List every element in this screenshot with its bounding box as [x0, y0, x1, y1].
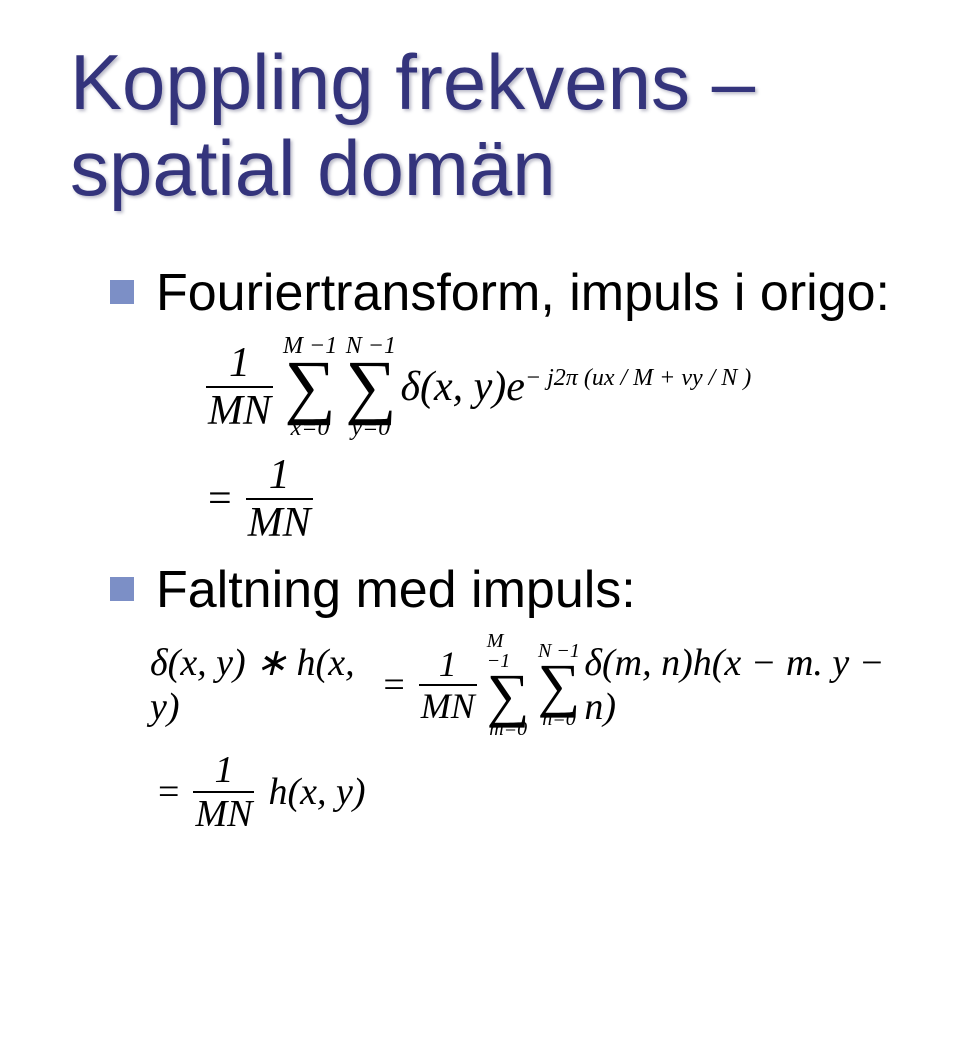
sum-lower: m=0 — [489, 719, 527, 739]
sigma-icon: ∑ — [538, 661, 581, 709]
sigma-icon: ∑ — [284, 358, 335, 416]
bullet-square-icon — [110, 280, 134, 304]
lhs-convolution: δ(x, y) ∗ h(x, y) — [150, 640, 375, 729]
sum-over-y: N −1 ∑ y=0 — [345, 334, 396, 440]
equation-1-row-2: = 1 MN — [200, 454, 900, 544]
equals-sign: = — [150, 770, 187, 814]
title-line-1: Koppling frekvens – — [70, 38, 755, 126]
fraction-result: 1 MN — [246, 454, 313, 544]
page-title: Koppling frekvens – spatial domän — [70, 40, 900, 212]
frac-num: 1 — [437, 646, 459, 682]
slide-root: Koppling frekvens – spatial domän Fourie… — [0, 0, 960, 1047]
equation-1: 1 MN M −1 ∑ x=0 N −1 ∑ y=0 δ(x, y)e− j2π… — [200, 334, 900, 544]
frac-den: MN — [419, 688, 477, 724]
fraction-1-over-mn: 1 MN — [419, 646, 477, 724]
fraction-result: 1 MN — [193, 751, 254, 833]
title-line-2: spatial domän — [70, 124, 556, 212]
exponent: − j2π (ux / M + vy / N ) — [525, 365, 751, 391]
bullet-square-icon — [110, 577, 134, 601]
fraction-1-over-mn: 1 MN — [206, 342, 273, 432]
sigma-icon: ∑ — [487, 671, 530, 719]
sum-over-m: M −1 ∑ m=0 — [487, 631, 530, 739]
frac-den: MN — [206, 390, 273, 432]
equals-sign: = — [200, 475, 240, 523]
delta-part: δ(x, y)e — [401, 364, 525, 410]
equals-sign: = — [375, 663, 412, 707]
sum-lower: x=0 — [291, 416, 330, 440]
delta-exp-term: δ(x, y)e− j2π (ux / M + vy / N ) — [401, 363, 752, 411]
sum-over-x: M −1 ∑ x=0 — [283, 334, 337, 440]
equation-1-row-1: 1 MN M −1 ∑ x=0 N −1 ∑ y=0 δ(x, y)e− j2π… — [200, 334, 900, 440]
frac-num: 1 — [267, 454, 292, 496]
rhs-term: δ(m, n)h(x − m. y − n) — [584, 641, 900, 729]
bullet-2: Faltning med impuls: — [110, 559, 900, 621]
frac-den: MN — [246, 502, 313, 544]
sigma-icon: ∑ — [345, 358, 396, 416]
equation-2-row-2: = 1 MN h(x, y) — [150, 751, 900, 833]
sum-over-n: N −1 ∑ n=0 — [538, 641, 581, 729]
frac-den: MN — [193, 795, 254, 833]
bullet-1-text: Fouriertransform, impuls i origo: — [156, 262, 890, 324]
sum-lower: y=0 — [351, 416, 390, 440]
frac-num: 1 — [227, 342, 252, 384]
bullet-2-text: Faltning med impuls: — [156, 559, 636, 621]
sum-lower: n=0 — [542, 709, 576, 729]
bullet-1: Fouriertransform, impuls i origo: — [110, 262, 900, 324]
equation-2-row-1: δ(x, y) ∗ h(x, y) = 1 MN M −1 ∑ m=0 N −1… — [150, 631, 900, 739]
result-h: h(x, y) — [268, 770, 365, 814]
frac-num: 1 — [212, 751, 235, 789]
equation-2: δ(x, y) ∗ h(x, y) = 1 MN M −1 ∑ m=0 N −1… — [150, 631, 900, 833]
